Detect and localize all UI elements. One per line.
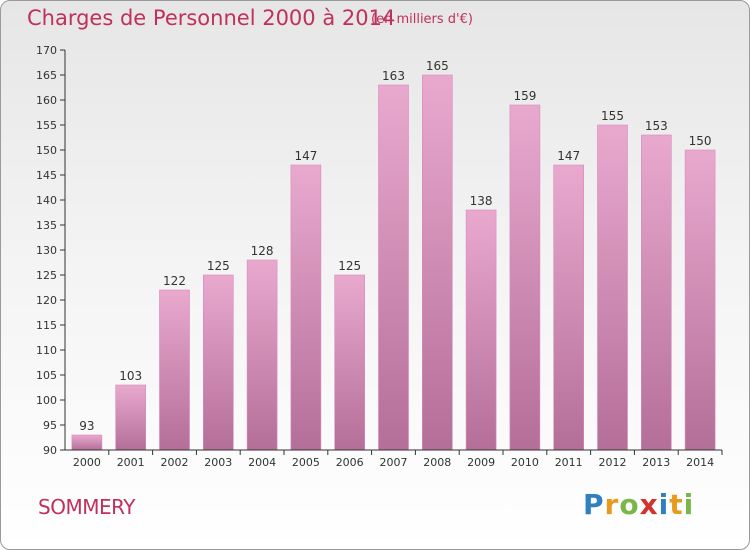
bar <box>684 149 716 451</box>
bar-value-label: 93 <box>79 419 94 433</box>
bar-value-label: 153 <box>645 119 668 133</box>
bar-value-label: 125 <box>338 259 361 273</box>
proxiti-logo: Proxiti <box>583 488 694 521</box>
y-tick-label: 165 <box>36 69 57 82</box>
bar <box>115 384 146 451</box>
y-tick-label: 145 <box>36 169 57 182</box>
logo-letter: r <box>604 488 620 521</box>
bar-value-label: 163 <box>382 69 405 83</box>
town-name: SOMMERY <box>38 495 135 519</box>
bar <box>640 134 672 451</box>
logo-letter: o <box>619 488 640 521</box>
bar <box>290 164 322 451</box>
bar-value-label: 155 <box>601 109 624 123</box>
y-tick-label: 125 <box>36 269 57 282</box>
bar-value-label: 125 <box>207 259 230 273</box>
logo-letter: P <box>583 488 605 521</box>
bar-value-label: 103 <box>119 369 142 383</box>
bar-value-label: 147 <box>557 149 580 163</box>
y-tick-label: 135 <box>36 219 57 232</box>
x-tick-label: 2001 <box>117 456 145 469</box>
logo-letter: t <box>669 488 684 521</box>
y-tick-label: 160 <box>36 94 57 107</box>
y-tick-label: 150 <box>36 144 57 157</box>
chart-title: Charges de Personnel 2000 à 2014 <box>27 6 396 30</box>
y-tick-label: 100 <box>36 394 57 407</box>
x-tick-label: 2000 <box>73 456 101 469</box>
y-tick-label: 155 <box>36 119 57 132</box>
logo-letter: i <box>658 488 670 521</box>
bar-value-label: 159 <box>513 89 536 103</box>
bar <box>378 84 409 451</box>
x-tick-label: 2010 <box>511 456 539 469</box>
x-tick-label: 2012 <box>599 456 627 469</box>
bar-value-label: 165 <box>426 59 449 73</box>
bar-value-label: 150 <box>689 134 712 148</box>
x-tick-label: 2006 <box>336 456 364 469</box>
bar <box>71 434 103 451</box>
y-tick-label: 90 <box>43 444 57 457</box>
x-tick-label: 2013 <box>642 456 670 469</box>
y-tick-label: 105 <box>36 369 57 382</box>
bar <box>159 289 190 451</box>
y-tick-label: 130 <box>36 244 57 257</box>
y-tick-label: 120 <box>36 294 57 307</box>
y-tick-label: 95 <box>43 419 57 432</box>
bar <box>334 274 366 451</box>
bar <box>421 74 453 451</box>
bar <box>553 164 585 451</box>
bar <box>246 259 278 451</box>
x-tick-label: 2011 <box>555 456 583 469</box>
x-tick-label: 2008 <box>423 456 451 469</box>
bar-value-label: 128 <box>251 244 274 258</box>
bar-value-label: 122 <box>163 274 186 288</box>
x-tick-label: 2007 <box>380 456 408 469</box>
x-tick-label: 2014 <box>686 456 714 469</box>
x-tick-label: 2009 <box>467 456 495 469</box>
x-tick-label: 2005 <box>292 456 320 469</box>
y-tick-label: 115 <box>36 319 57 332</box>
logo-letter: i <box>683 488 695 521</box>
y-tick-label: 170 <box>36 44 57 57</box>
logo-letter: x <box>639 488 659 521</box>
x-tick-label: 2003 <box>204 456 232 469</box>
bar <box>597 124 628 451</box>
x-tick-label: 2004 <box>248 456 276 469</box>
bar-value-label: 147 <box>294 149 317 163</box>
bar <box>203 274 234 451</box>
y-tick-label: 110 <box>36 344 57 357</box>
bar-value-label: 138 <box>470 194 493 208</box>
unit-note: (en milliers d'€) <box>371 12 473 27</box>
bar <box>465 209 497 451</box>
y-tick-label: 140 <box>36 194 57 207</box>
x-tick-label: 2002 <box>161 456 189 469</box>
bar <box>509 104 541 451</box>
